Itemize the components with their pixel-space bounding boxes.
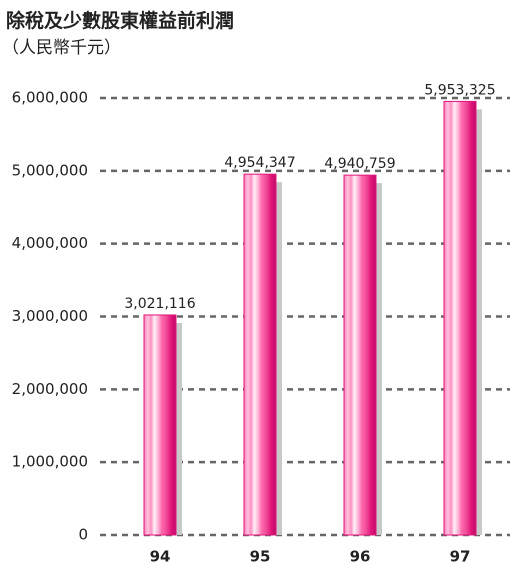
x-tick-label: 96 [350, 548, 371, 566]
x-tick-label: 94 [150, 548, 171, 566]
x-tick-label: 97 [450, 548, 471, 566]
bar [343, 174, 377, 536]
y-tick-label: 6,000,000 [12, 89, 88, 107]
y-tick-label: 3,000,000 [12, 307, 88, 325]
value-label: 4,940,759 [324, 156, 395, 172]
y-tick-label: 2,000,000 [12, 380, 88, 398]
y-tick-label: 0 [78, 526, 88, 544]
y-tick-label: 5,000,000 [12, 161, 88, 179]
chart-subtitle: （人民幣千元） [2, 38, 121, 58]
chart-title: 除稅及少數股東權益前利潤 [6, 9, 234, 32]
value-label: 5,953,325 [424, 82, 495, 98]
value-label: 4,954,347 [224, 155, 295, 171]
y-tick-label: 1,000,000 [12, 453, 88, 471]
x-tick-label: 95 [250, 548, 271, 566]
value-label: 3,021,116 [124, 296, 195, 312]
bar [143, 314, 177, 536]
bar [443, 100, 477, 536]
bar [243, 173, 277, 536]
y-tick-label: 4,000,000 [12, 234, 88, 252]
